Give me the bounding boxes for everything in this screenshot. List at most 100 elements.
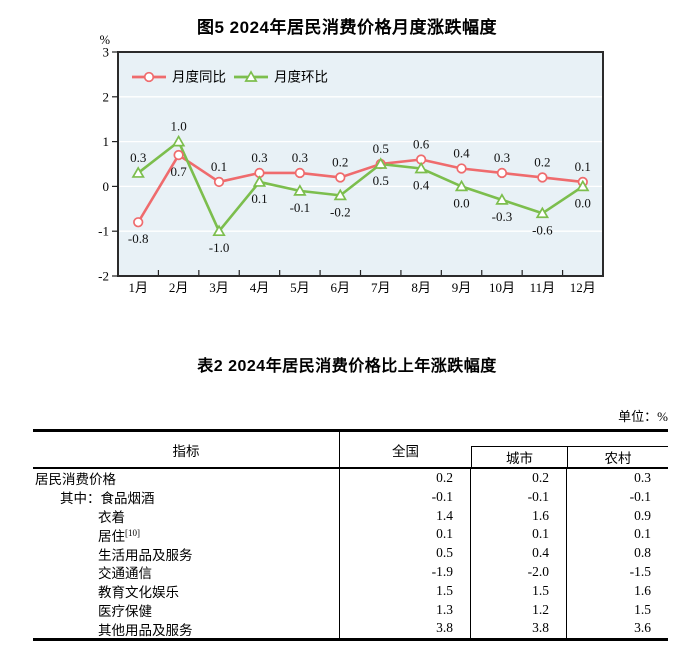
svg-text:3月: 3月	[209, 280, 229, 295]
col-header-national: 全国	[392, 443, 419, 459]
svg-text:0.3: 0.3	[251, 150, 267, 165]
value-cell: 0.1	[471, 525, 567, 545]
value-cell: 0.1	[340, 525, 471, 545]
svg-text:1月: 1月	[128, 280, 148, 295]
footnote-ref: [10]	[125, 528, 140, 539]
value-cell: 3.6	[634, 620, 651, 636]
cpi-monthly-line-chart: 3 2 1 0 -1 -2% 1月 2月 3月 4月 5月 6月 7月 8月 9月 10月 11月 12月 -0.8…	[98, 33, 604, 295]
value-cell: 0.2	[471, 469, 567, 488]
value-cell: 0.8	[634, 545, 651, 561]
col-header-indicator: 指标	[33, 432, 340, 467]
table-row: 教育文化娱乐 1.5 1.5 1.6	[33, 581, 668, 601]
table-row: 生活用品及服务 0.5 0.4 0.8	[33, 544, 668, 563]
indicator-cell: 居住 [10]	[33, 525, 340, 545]
value-cell: 1.5	[634, 601, 651, 617]
value-cell: 1.6	[471, 506, 567, 526]
svg-text:-0.8: -0.8	[128, 231, 149, 246]
svg-text:4月: 4月	[250, 280, 270, 295]
value-cell: -1.9	[340, 562, 471, 582]
col-header-rural: 农村	[567, 447, 668, 467]
svg-text:-0.2: -0.2	[330, 204, 351, 219]
svg-text:%: %	[100, 33, 110, 47]
table-title: 表2 2024年居民消费价格比上年涨跌幅度	[197, 358, 497, 375]
svg-text:月度环比: 月度环比	[274, 70, 328, 85]
svg-text:3: 3	[103, 45, 110, 60]
svg-text:0.2: 0.2	[534, 154, 550, 169]
value-cell: 0.1	[634, 526, 651, 542]
table-row: 居住 [10] 0.1 0.1 0.1	[33, 525, 668, 545]
value-cell: 0.2	[340, 469, 471, 488]
table-row: 其他用品及服务 3.8 3.8 3.6	[33, 619, 668, 639]
svg-text:0.4: 0.4	[413, 177, 430, 192]
table-row: 衣着 1.4 1.6 0.9	[33, 506, 668, 526]
svg-text:0: 0	[103, 179, 110, 194]
table-row: 医疗保健 1.3 1.2 1.5	[33, 600, 668, 620]
svg-text:-1.0: -1.0	[209, 240, 230, 255]
table-row: 居民消费价格 0.2 0.2 0.3	[33, 469, 668, 488]
svg-text:月度同比: 月度同比	[172, 70, 226, 85]
svg-text:0.0: 0.0	[575, 195, 591, 210]
svg-text:0.5: 0.5	[373, 141, 389, 156]
value-cell: -0.1	[629, 488, 651, 504]
svg-text:0.3: 0.3	[130, 150, 146, 165]
svg-text:7月: 7月	[371, 280, 391, 295]
value-cell: 1.4	[340, 506, 471, 526]
indicator-cell: 其他用品及服务	[33, 619, 340, 639]
table-row: 其中：食品烟酒 -0.1 -0.1 -0.1	[33, 487, 668, 507]
svg-text:0.0: 0.0	[453, 195, 469, 210]
value-cell: -0.1	[340, 487, 471, 507]
svg-text:10月: 10月	[489, 280, 515, 295]
col-header-city-rural-group: 城市 农村	[471, 432, 668, 467]
col-header-city: 城市	[471, 447, 567, 467]
svg-text:0.2: 0.2	[332, 154, 348, 169]
svg-text:2月: 2月	[169, 280, 189, 295]
svg-text:0.3: 0.3	[292, 150, 308, 165]
indicator-cell: 教育文化娱乐	[33, 581, 340, 601]
svg-text:0.7: 0.7	[171, 164, 188, 179]
svg-text:0.3: 0.3	[494, 150, 510, 165]
svg-text:0.4: 0.4	[453, 145, 470, 160]
value-cell: 0.9	[634, 507, 651, 523]
value-cell: 1.5	[471, 581, 567, 601]
svg-text:-2: -2	[98, 269, 109, 284]
svg-text:12月: 12月	[570, 280, 596, 295]
indicator-cell: 医疗保健	[33, 600, 340, 620]
value-cell: 1.5	[340, 581, 471, 601]
svg-text:0.1: 0.1	[211, 159, 227, 174]
value-cell: -0.1	[471, 487, 567, 507]
svg-text:-1: -1	[98, 224, 109, 239]
value-cell: 0.5	[340, 544, 471, 563]
svg-text:-0.3: -0.3	[492, 209, 513, 224]
indicator-cell: 居民消费价格	[33, 469, 340, 488]
value-cell: 1.3	[340, 600, 471, 620]
value-cell: -2.0	[471, 562, 567, 582]
header-group-spacer	[471, 432, 668, 446]
indicator-cell: 其中：食品烟酒	[33, 487, 340, 507]
figure-title: 图5 2024年居民消费价格月度涨跌幅度	[197, 18, 497, 37]
value-cell: 3.8	[471, 619, 567, 639]
svg-text:6月: 6月	[331, 280, 351, 295]
svg-text:0.5: 0.5	[373, 173, 389, 188]
table-header: 指标 全国 城市 农村	[33, 429, 668, 469]
svg-text:8月: 8月	[411, 280, 431, 295]
value-cell: 0.3	[634, 470, 651, 485]
table-unit-note: 单位：%	[618, 409, 668, 424]
cpi-table: 指标 全国 城市 农村 居民消费价格 0.2 0.2 0.3 其中：食品烟酒 -0.1 -0…	[33, 429, 668, 642]
svg-text:1: 1	[103, 134, 110, 149]
table-row: 交通通信 -1.9 -2.0 -1.5	[33, 562, 668, 582]
svg-text:0.6: 0.6	[413, 137, 430, 152]
indicator-cell: 生活用品及服务	[33, 544, 340, 563]
svg-text:0.1: 0.1	[575, 159, 591, 174]
svg-text:9月: 9月	[452, 280, 472, 295]
indicator-cell: 衣着	[33, 506, 340, 526]
value-cell: 1.6	[634, 582, 651, 598]
value-cell: 0.4	[471, 544, 567, 563]
svg-text:-0.1: -0.1	[290, 200, 311, 215]
value-cell: 1.2	[471, 600, 567, 620]
svg-text:-0.6: -0.6	[532, 222, 553, 237]
table-body: 居民消费价格 0.2 0.2 0.3 其中：食品烟酒 -0.1 -0.1 -0.1 衣着 1.4 1…	[33, 469, 668, 642]
indicator-cell: 交通通信	[33, 562, 340, 582]
svg-text:2: 2	[103, 89, 110, 104]
header-subrow: 城市 农村	[471, 446, 668, 467]
